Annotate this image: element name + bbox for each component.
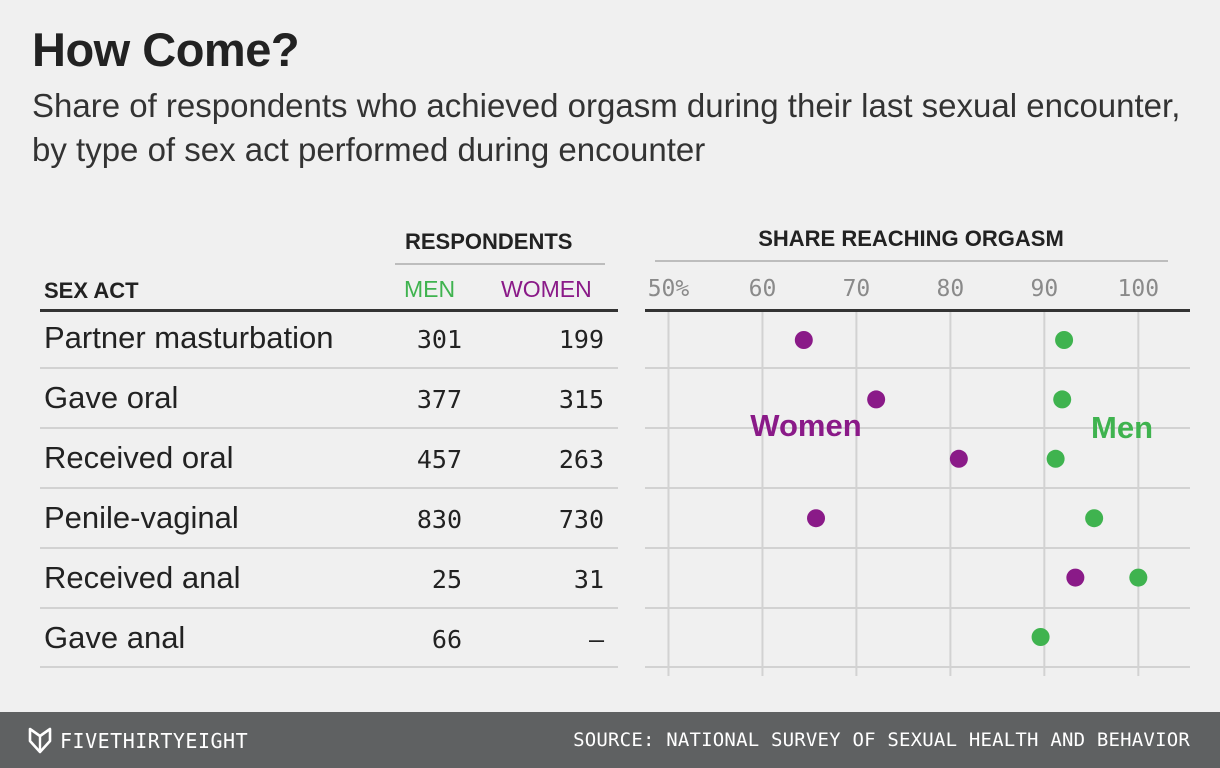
x-tick-label: 80	[937, 276, 965, 302]
table-header-rule	[40, 309, 618, 312]
men-point	[1053, 390, 1072, 409]
women-point	[1066, 568, 1085, 587]
brand-name: FIVETHIRTYEIGHT	[60, 729, 249, 753]
row-divider	[40, 666, 618, 668]
respondents-header-rule	[395, 263, 605, 265]
women-count: 199	[558, 325, 604, 354]
fivethirtyeight-logo-icon	[28, 727, 52, 754]
x-tick-label: 100	[1118, 276, 1160, 302]
row-label: Gave anal	[44, 620, 186, 655]
men-count: 377	[416, 385, 462, 414]
men-count: 301	[416, 325, 462, 354]
men-count: 66	[431, 625, 462, 654]
row-divider	[40, 367, 618, 369]
row-label: Gave oral	[44, 380, 179, 415]
women-count: 730	[558, 505, 604, 534]
footer-bar: FIVETHIRTYEIGHT SOURCE: NATIONAL SURVEY …	[0, 712, 1220, 768]
row-label: Received oral	[44, 440, 234, 475]
x-tick-label: 50%	[648, 276, 690, 302]
women-point	[867, 390, 886, 409]
men-count: 25	[431, 565, 462, 594]
source-note: SOURCE: NATIONAL SURVEY OF SEXUAL HEALTH…	[573, 729, 1190, 751]
women-series-label: Women	[750, 408, 861, 443]
chart-axis-title: SHARE REACHING ORGASM	[758, 226, 1064, 251]
women-point	[807, 509, 826, 528]
x-tick-label: 70	[843, 276, 871, 302]
men-count: 830	[416, 505, 462, 534]
chart-subtitle: Share of respondents who achieved orgasm…	[32, 87, 1181, 168]
men-point	[1129, 568, 1148, 587]
men-point	[1085, 509, 1104, 528]
x-tick-label: 90	[1031, 276, 1059, 302]
men-count: 457	[416, 445, 462, 474]
men-point	[1046, 449, 1065, 468]
chart-title: How Come?	[32, 23, 300, 76]
dot-plot: SHARE REACHING ORGASM 50% 60 70 80 90 100 Women…	[645, 226, 1190, 676]
row-label: Received anal	[44, 560, 241, 595]
women-count: 315	[558, 385, 604, 414]
respondents-header: RESPONDENTS	[405, 229, 573, 254]
women-point	[949, 449, 968, 468]
women-point	[794, 331, 813, 349]
row-label: Penile-vaginal	[44, 500, 239, 535]
row-divider	[40, 487, 618, 489]
women-count: 263	[558, 445, 604, 474]
women-column-header: WOMEN	[501, 276, 592, 302]
x-tick-label: 60	[749, 276, 777, 302]
row-divider	[40, 607, 618, 609]
men-series-label: Men	[1091, 410, 1153, 445]
men-column-header: MEN	[404, 276, 456, 302]
women-count: 31	[573, 565, 604, 594]
men-point	[1055, 331, 1074, 349]
row-label: Partner masturbation	[44, 320, 334, 355]
row-divider	[40, 427, 618, 429]
men-point	[1031, 628, 1050, 646]
sex-act-header: SEX ACT	[44, 278, 139, 303]
women-count: —	[588, 625, 604, 654]
row-divider	[40, 547, 618, 549]
